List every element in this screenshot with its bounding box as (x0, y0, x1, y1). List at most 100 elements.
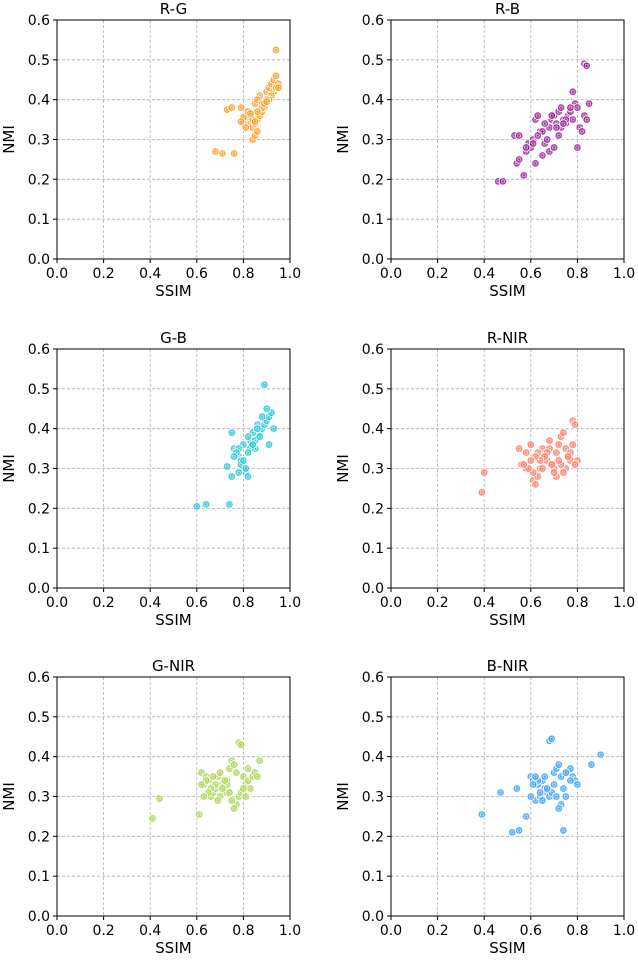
data-points (493, 59, 594, 186)
data-point-ring (236, 470, 241, 475)
data-point-ring (220, 151, 225, 156)
data-point (250, 117, 260, 126)
y-axis-label: NMI (0, 454, 18, 483)
data-point-ring (570, 442, 575, 447)
data-point (232, 768, 241, 777)
data-point-ring (510, 830, 515, 835)
data-point (215, 768, 225, 777)
data-point-ring (264, 406, 269, 411)
data-point-ring (554, 450, 559, 455)
data-point-ring (563, 446, 568, 451)
x-tick-label: 1.0 (279, 595, 301, 611)
data-point-ring (199, 770, 204, 775)
y-tick-label: 0.0 (28, 252, 50, 268)
data-point-ring (533, 454, 538, 459)
y-tick-label: 0.1 (362, 869, 384, 885)
y-tick-label: 0.1 (362, 541, 384, 557)
data-point (225, 500, 234, 509)
data-point-ring (573, 462, 577, 467)
y-axis-label: NMI (334, 782, 352, 811)
data-point (568, 115, 577, 124)
y-tick-label: 0.0 (362, 252, 384, 268)
data-point-ring (542, 454, 547, 459)
data-point (570, 420, 580, 429)
data-point-ring (229, 105, 234, 110)
data-point (554, 760, 564, 769)
data-point-ring (535, 113, 540, 118)
data-point-ring (521, 173, 526, 178)
y-tick-label: 0.6 (362, 13, 384, 29)
data-point (213, 796, 223, 805)
data-point (246, 109, 255, 118)
data-point (545, 436, 554, 445)
data-point (538, 796, 547, 805)
x-tick-label: 0.2 (426, 266, 448, 282)
data-point (253, 107, 262, 116)
data-point (227, 472, 236, 481)
data-point-ring (232, 806, 236, 811)
x-tick-label: 0.2 (426, 923, 448, 939)
x-axis-label: SSIM (155, 611, 191, 629)
x-tick-label: 0.0 (380, 266, 402, 282)
x-tick-label: 0.6 (520, 266, 542, 282)
data-point-ring (269, 410, 274, 415)
data-point-ring (246, 474, 250, 479)
chart-title: B-NIR (487, 657, 529, 675)
y-tick-label: 0.6 (362, 342, 384, 358)
x-tick-label: 0.0 (380, 595, 402, 611)
data-point-ring (580, 129, 584, 134)
data-point (573, 780, 582, 789)
data-point-ring (547, 149, 552, 154)
data-point-ring (538, 790, 543, 795)
data-point (260, 380, 269, 390)
data-point-ring (526, 466, 531, 471)
data-point-ring (211, 774, 216, 779)
data-point (236, 740, 246, 749)
data-point (514, 826, 524, 835)
data-point-ring (479, 812, 484, 817)
data-point (274, 83, 283, 92)
data-point-ring (554, 794, 559, 799)
y-axis-label: NMI (334, 454, 352, 483)
chart-title: R-G (160, 0, 187, 18)
data-point (218, 784, 227, 793)
data-point (498, 177, 508, 186)
data-point-ring (274, 73, 278, 78)
data-point-ring (524, 145, 529, 150)
y-tick-label: 0.4 (28, 422, 50, 438)
data-point (211, 147, 220, 156)
data-point-ring (255, 97, 260, 102)
y-tick-label: 0.3 (28, 133, 50, 149)
data-point-ring (561, 430, 566, 435)
data-point (568, 87, 577, 96)
data-point-ring (561, 828, 566, 833)
x-tick-label: 1.0 (279, 923, 301, 939)
data-point-ring (498, 790, 503, 795)
x-tick-label: 0.8 (566, 595, 588, 611)
data-point (554, 456, 564, 465)
data-point (552, 123, 561, 132)
data-point-ring (243, 466, 248, 471)
data-point (477, 488, 487, 497)
data-point-ring (547, 125, 552, 130)
y-tick-label: 0.1 (28, 869, 50, 885)
data-point-ring (549, 462, 554, 467)
data-point-ring (575, 105, 580, 110)
y-tick-label: 0.4 (362, 422, 384, 438)
data-point (554, 804, 564, 813)
data-point (246, 784, 255, 793)
y-axis-label: NMI (334, 125, 352, 154)
data-point (561, 768, 571, 777)
data-point-ring (262, 382, 267, 387)
data-point (531, 772, 540, 781)
data-point (547, 460, 557, 469)
data-point-ring (559, 774, 563, 779)
data-point (236, 103, 246, 112)
data-point (540, 119, 550, 128)
data-point-ring (241, 442, 246, 447)
data-point (236, 117, 246, 126)
y-tick-label: 0.4 (362, 93, 384, 109)
y-tick-label: 0.5 (362, 382, 384, 398)
y-tick-label: 0.2 (362, 501, 384, 517)
